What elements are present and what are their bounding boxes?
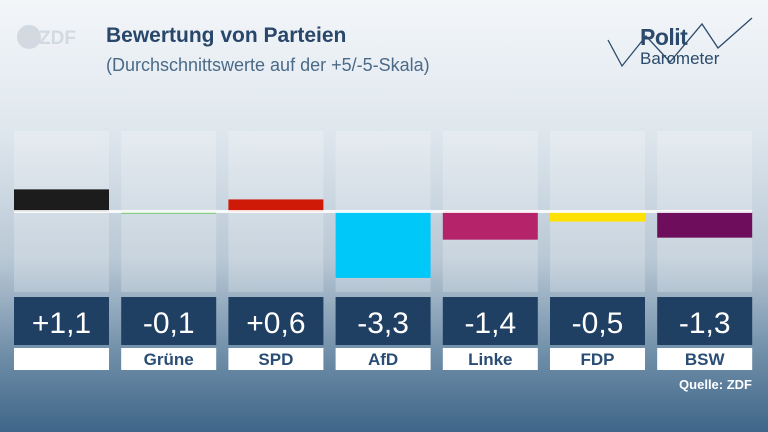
category-label-box	[657, 348, 753, 370]
bar	[335, 211, 431, 278]
value-label-box	[442, 297, 538, 345]
category-label: AfD	[368, 350, 398, 369]
value-label-box	[228, 297, 324, 345]
category-label-box	[14, 348, 109, 370]
category-label-box	[442, 348, 538, 370]
zero-line	[14, 210, 753, 213]
value-label-box	[14, 297, 109, 345]
bar	[550, 211, 645, 222]
value-label: -1,3	[679, 307, 731, 340]
value-label-box	[121, 297, 217, 345]
category-label: Grüne	[144, 350, 194, 369]
category-label: FDP	[581, 350, 615, 369]
bar	[228, 199, 324, 212]
value-label: -0,5	[572, 307, 624, 340]
category-label-box	[550, 348, 645, 370]
category-label-box	[228, 348, 324, 370]
value-label-box	[335, 297, 431, 345]
category-label-box	[335, 348, 431, 370]
zdf-logo: ZDF	[17, 25, 76, 49]
source-note: Quelle: ZDF	[679, 377, 752, 392]
value-label: -3,3	[357, 307, 409, 340]
category-label: SPD	[258, 350, 293, 369]
brand-line-2: Barometer	[640, 49, 720, 68]
bar	[442, 211, 538, 240]
value-label: -1,4	[464, 307, 516, 340]
politbarometer-check-icon	[607, 17, 753, 68]
category-label: Linke	[468, 350, 512, 369]
chart-subtitle: (Durchschnittswerte auf der +5/-5-Skala)	[106, 55, 430, 75]
value-label-box	[657, 297, 753, 345]
value-label: +1,1	[32, 307, 91, 340]
zdf-logo-text: ZDF	[39, 28, 76, 49]
bar	[657, 211, 753, 238]
value-label: -0,1	[143, 307, 195, 340]
bar	[14, 189, 109, 212]
category-label: BSW	[685, 350, 726, 369]
politbarometer-logo: Polit Barometer	[606, 14, 756, 76]
value-label: +0,6	[246, 307, 305, 340]
brand-line-1: Polit	[640, 24, 688, 50]
chart-title: Bewertung von Parteien	[106, 24, 347, 47]
category-label-box	[121, 348, 217, 370]
value-label-box	[550, 297, 645, 345]
